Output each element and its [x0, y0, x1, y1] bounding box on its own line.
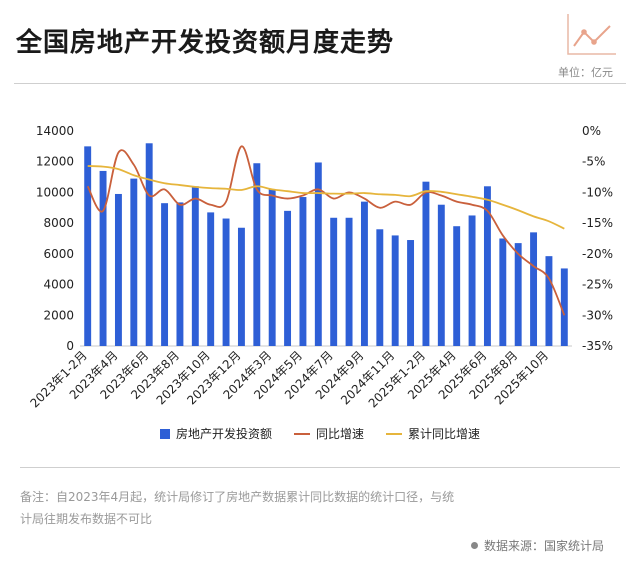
- bar: [284, 210, 292, 346]
- bar: [99, 170, 107, 346]
- bar: [130, 178, 138, 346]
- bar: [237, 227, 245, 346]
- y-right-tick-label: -20%: [582, 247, 613, 261]
- bar: [176, 202, 184, 346]
- header-divider: [14, 83, 626, 84]
- line-yoy-growth: [86, 145, 566, 316]
- y-right-tick-label: -15%: [582, 216, 613, 230]
- bar: [114, 193, 122, 346]
- footnote: 备注：自2023年4月起，统计局修订了房地产数据累计同比数据的统计口径，与统计局…: [20, 490, 455, 526]
- y-left-tick-label: 14000: [36, 124, 74, 138]
- bar: [330, 217, 338, 346]
- investment-chart: 0 2000 4000 6000 8000 10000 12000 14000 -35% -30%…: [27, 124, 613, 411]
- y-left-tick-label: 8000: [43, 216, 74, 230]
- bar: [191, 186, 199, 346]
- chart-legend: 房地产开发投资额 同比增速 累计同比增速: [160, 425, 480, 442]
- y-left-tick-label: 2000: [43, 308, 74, 322]
- bar: [376, 229, 384, 346]
- bar: [253, 163, 261, 346]
- y-right-tick-label: -5%: [582, 155, 605, 169]
- bar: [422, 181, 430, 346]
- data-source: 数据来源：国家统计局: [470, 537, 604, 554]
- legend-item-bar: 房地产开发投资额: [160, 425, 272, 442]
- bar: [514, 243, 522, 346]
- y-right-tick-label: -25%: [582, 278, 613, 292]
- bar: [207, 212, 215, 346]
- bar: [391, 235, 399, 346]
- bar: [314, 162, 322, 346]
- y-right-tick-label: -10%: [582, 185, 613, 199]
- legend-label-cum: 累计同比增速: [408, 427, 481, 441]
- bar: [437, 204, 445, 346]
- y-left-tick-label: 6000: [43, 247, 74, 261]
- bar: [499, 238, 507, 346]
- y-right-tick-label: 0%: [582, 124, 601, 138]
- y-left-tick-label: 0: [66, 339, 74, 353]
- bar: [483, 186, 491, 346]
- y-right-tick-label: -30%: [582, 308, 613, 322]
- bar: [407, 240, 415, 346]
- unit-label: 单位：亿元: [558, 66, 613, 79]
- y-left-tick-label: 12000: [36, 155, 74, 169]
- legend-swatch-yoy: [294, 432, 311, 435]
- y-left-tick-label: 4000: [43, 278, 74, 292]
- data-source-label: 数据来源：国家统计局: [483, 539, 604, 553]
- y-right-tick-label: -35%: [582, 339, 613, 353]
- bar: [222, 218, 230, 346]
- bar: [345, 217, 353, 346]
- bar: [545, 256, 553, 346]
- bar: [560, 268, 568, 346]
- bar: [84, 146, 92, 346]
- legend-item-cum: 累计同比增速: [386, 425, 480, 442]
- page-title: 全国房地产开发投资额月度走势: [16, 28, 395, 58]
- bar: [360, 201, 368, 346]
- bar: [145, 143, 153, 346]
- legend-label-bar: 房地产开发投资额: [176, 427, 273, 441]
- bar: [530, 232, 538, 346]
- legend-swatch-bar: [160, 428, 170, 439]
- footer-divider: [20, 467, 620, 468]
- bar: [161, 203, 169, 346]
- line-cumulative-growth: [87, 165, 565, 230]
- trend-line-icon: [567, 14, 616, 55]
- bullet-icon: [470, 542, 478, 549]
- bar: [453, 226, 461, 346]
- bar: [468, 215, 476, 346]
- legend-swatch-cum: [386, 432, 403, 435]
- bar: [299, 197, 307, 346]
- legend-label-yoy: 同比增速: [316, 427, 365, 441]
- bar: [268, 189, 276, 346]
- y-left-tick-label: 10000: [36, 185, 74, 199]
- legend-item-yoy: 同比增速: [294, 425, 364, 442]
